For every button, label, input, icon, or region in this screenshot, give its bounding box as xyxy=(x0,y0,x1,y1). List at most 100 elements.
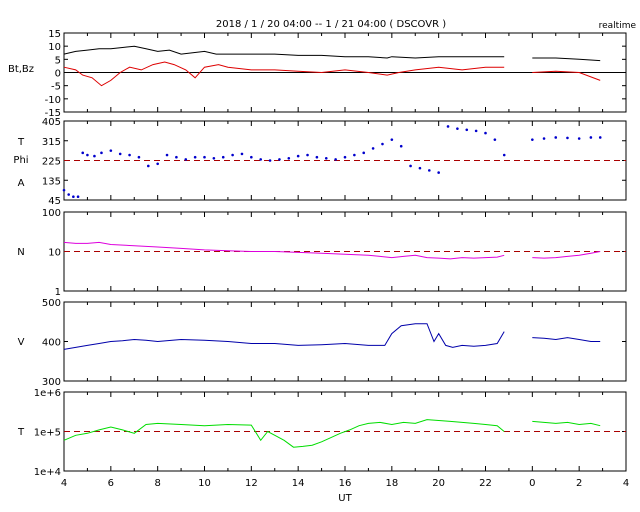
magnetic-field-ytick-label: -15 xyxy=(45,108,61,119)
phi-angle-point xyxy=(278,158,281,161)
magnetic-field-ytick-label: 15 xyxy=(48,29,61,40)
magnetic-field-series-bz xyxy=(63,61,601,87)
phi-angle-point xyxy=(62,188,66,192)
phi-angle-point xyxy=(231,153,234,157)
phi-angle-point xyxy=(156,162,159,166)
magnetic-field-ytick-label: -10 xyxy=(45,95,61,106)
phi-angle-point xyxy=(381,142,384,146)
phi-angle-point xyxy=(456,127,459,130)
x-tick-label: 14 xyxy=(292,478,305,489)
phi-angle-label: T xyxy=(17,137,25,148)
phi-angle-point xyxy=(306,153,309,157)
phi-angle-point xyxy=(566,136,569,140)
density-series-line xyxy=(63,241,601,260)
magnetic-field-series-bt xyxy=(63,45,601,62)
phi-angle-point xyxy=(221,155,225,159)
x-tick-label: 4 xyxy=(61,478,67,489)
temperature-ytick-label: 1e+5 xyxy=(34,428,61,439)
panel-speed: 500 400 300 V xyxy=(18,298,627,388)
phi-angle-point xyxy=(72,195,75,199)
x-tick-label: 10 xyxy=(198,478,211,489)
phi-angle-label: A xyxy=(18,178,25,189)
phi-angle-point xyxy=(109,149,113,152)
phi-angle-point xyxy=(147,164,150,168)
phi-angle-point xyxy=(390,138,394,141)
phi-angle-point xyxy=(76,195,80,199)
phi-angle-point xyxy=(118,152,122,156)
phi-angle-point xyxy=(296,154,300,158)
phi-angle-point xyxy=(409,164,412,168)
phi-angle-point xyxy=(437,171,440,174)
density-ytick-label: 1 xyxy=(55,287,61,298)
phi-angle-point xyxy=(531,138,534,141)
phi-angle-point xyxy=(598,136,602,139)
x-tick-label: 22 xyxy=(479,478,492,489)
phi-angle-point xyxy=(362,151,366,155)
magnetic-field-label: Bt,Bz xyxy=(8,64,34,75)
phi-angle-ytick-label: 135 xyxy=(42,176,61,187)
phi-angle-point xyxy=(137,155,141,159)
density-ytick-label: 100 xyxy=(42,208,61,219)
phi-angle-point xyxy=(203,155,206,159)
panel-temperature: 1e+6 1e+5 1e+4 T xyxy=(17,388,627,478)
x-tick-label: 16 xyxy=(339,478,352,489)
temperature-label: T xyxy=(17,427,25,438)
phi-angle-point xyxy=(484,131,487,135)
phi-angle-point xyxy=(100,151,103,155)
panel-magnetic-field: 15 10 5 0 -5 -10 -15 Bt,Bz xyxy=(8,29,627,119)
magnetic-field-ytick-label: 5 xyxy=(55,55,61,66)
speed-ytick-label: 500 xyxy=(42,298,61,309)
phi-angle-point xyxy=(399,144,403,148)
x-tick-label: 12 xyxy=(245,478,258,489)
density-label: N xyxy=(17,247,24,258)
phi-angle-point xyxy=(165,153,169,157)
phi-angle-point xyxy=(474,129,478,133)
phi-angle-point xyxy=(93,154,96,158)
phi-angle-point xyxy=(371,147,375,150)
magnetic-field-ytick-label: -5 xyxy=(51,82,61,93)
phi-angle-point xyxy=(465,128,469,132)
phi-angle-point xyxy=(577,137,581,140)
x-tick-label: 8 xyxy=(154,478,160,489)
phi-angle-point xyxy=(212,157,216,160)
phi-angle-point xyxy=(428,169,431,172)
phi-angle-point xyxy=(128,153,131,157)
phi-angle-point xyxy=(315,155,319,159)
phi-angle-ytick-label: 405 xyxy=(42,117,61,128)
phi-angle-point xyxy=(334,158,337,161)
speed-ytick-label: 400 xyxy=(42,338,61,349)
phi-angle-point xyxy=(446,125,450,128)
phi-angle-point xyxy=(268,159,272,162)
density-ytick-label: 10 xyxy=(48,248,61,259)
x-tick-label: 4 xyxy=(623,478,629,489)
phi-angle-point xyxy=(493,138,497,141)
phi-angle-point xyxy=(86,153,89,157)
chart-title: 2018 / 1 / 20 04:00 -- 1 / 21 04:00 ( DS… xyxy=(216,19,446,30)
phi-angle-point xyxy=(250,155,253,159)
magnetic-field-ytick-label: 10 xyxy=(48,42,61,53)
phi-angle-label: Phi xyxy=(13,155,28,166)
speed-ytick-label: 300 xyxy=(42,377,61,388)
phi-angle-point xyxy=(259,158,263,161)
panel-density: 100 10 1 N xyxy=(17,208,627,298)
phi-angle-point xyxy=(353,153,356,157)
x-tick-label: 20 xyxy=(432,478,445,489)
magnetic-field-ytick-label: 0 xyxy=(55,69,61,80)
temperature-ytick-label: 1e+4 xyxy=(34,467,61,478)
phi-angle-point xyxy=(193,155,197,159)
phi-angle-point xyxy=(287,157,291,160)
phi-angle-point xyxy=(418,166,422,170)
phi-angle-point xyxy=(67,193,70,196)
phi-angle-point xyxy=(175,155,178,159)
panel-phi-angle: 405 315 225 135 45 T Phi A xyxy=(13,117,627,207)
phi-angle-point xyxy=(240,152,244,156)
temperature-series-line xyxy=(63,419,601,448)
phi-angle-ytick-label: 225 xyxy=(42,157,61,168)
x-tick-label: 18 xyxy=(385,478,398,489)
x-tick-label: 0 xyxy=(529,478,535,489)
speed-frame xyxy=(63,301,627,382)
phi-angle-point xyxy=(343,155,347,159)
x-tick-label: 6 xyxy=(108,478,114,489)
phi-angle-point xyxy=(81,151,85,155)
